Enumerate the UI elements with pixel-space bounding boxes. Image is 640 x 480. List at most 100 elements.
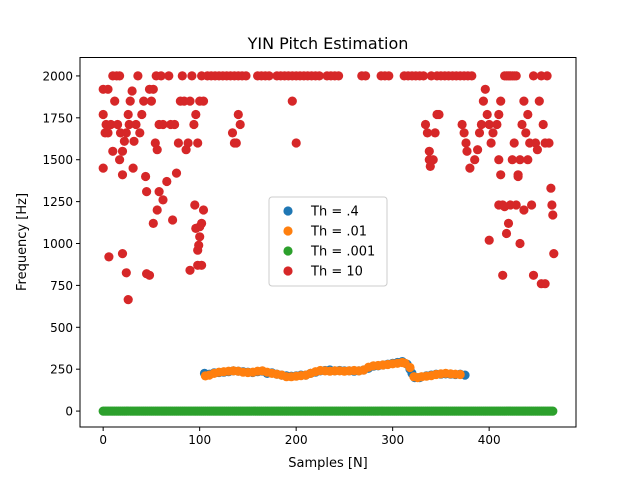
data-point: [361, 71, 371, 81]
chart-title: YIN Pitch Estimation: [247, 34, 409, 53]
data-point: [434, 109, 444, 120]
data-point: [124, 119, 134, 130]
data-point: [154, 187, 164, 197]
data-point: [511, 71, 521, 81]
data-point: [548, 406, 558, 416]
data-point: [123, 109, 133, 120]
data-point: [428, 155, 438, 165]
y-tick-label: 0: [65, 405, 73, 419]
data-point: [540, 279, 550, 289]
data-point: [542, 71, 552, 81]
legend-label: Th = .4: [310, 205, 359, 220]
y-tick-label: 250: [50, 363, 73, 377]
data-point: [430, 128, 440, 138]
data-point: [498, 270, 508, 280]
legend-marker: [283, 226, 293, 236]
data-point: [334, 71, 344, 81]
data-point: [117, 249, 128, 259]
y-tick-label: 750: [50, 279, 73, 293]
data-point: [227, 128, 238, 138]
legend-marker: [283, 206, 293, 216]
data-point: [135, 128, 145, 138]
data-point: [482, 109, 492, 120]
data-point: [494, 155, 504, 165]
data-point: [115, 155, 125, 165]
data-point: [547, 200, 557, 210]
data-point: [528, 270, 539, 280]
data-point: [467, 71, 477, 81]
data-point: [162, 176, 172, 187]
y-tick-label: 1000: [42, 237, 73, 251]
data-point: [241, 71, 251, 81]
data-point: [420, 119, 431, 130]
data-point: [146, 96, 156, 106]
data-point: [198, 96, 209, 106]
data-point: [110, 96, 120, 106]
data-point: [156, 71, 166, 81]
data-points: [98, 71, 559, 416]
data-point: [546, 183, 556, 193]
data-point: [515, 238, 525, 249]
data-point: [494, 109, 504, 120]
data-point: [193, 245, 203, 255]
data-point: [519, 205, 529, 215]
y-tick-label: 2000: [42, 69, 73, 83]
data-point: [125, 96, 135, 106]
y-tick-label: 1750: [42, 111, 73, 125]
data-point: [503, 218, 514, 228]
data-point: [133, 71, 143, 81]
data-point: [98, 109, 108, 120]
data-point: [465, 163, 475, 173]
data-point: [197, 260, 207, 270]
data-point: [117, 146, 128, 156]
x-tick-label: 200: [285, 433, 308, 447]
series-2: [200, 357, 465, 383]
axes-frame: [79, 57, 577, 428]
data-point: [484, 119, 494, 130]
data-point: [144, 270, 155, 280]
data-point: [191, 223, 201, 233]
y-axis-ticks: 0 250 500 750 1000 1250 1500 1750 2000: [42, 69, 80, 419]
data-point: [459, 128, 469, 138]
data-point: [127, 86, 137, 96]
data-point: [108, 146, 118, 156]
data-point: [158, 195, 168, 205]
data-point: [170, 119, 180, 130]
data-point: [548, 210, 558, 220]
x-axis-label: Samples [N]: [288, 456, 368, 471]
legend-label: Th = 10: [310, 265, 363, 280]
data-point: [538, 119, 548, 130]
data-point: [187, 71, 197, 81]
data-point: [168, 215, 178, 225]
plot-area: 0 100 200 300 400 0 250 500 750 1000 1250 1500 1750…: [42, 57, 577, 447]
data-point: [152, 145, 162, 155]
legend: Th = .4 Th = .01 Th = .001 Th = 10: [268, 196, 388, 287]
data-point: [148, 84, 158, 94]
data-point: [121, 128, 131, 138]
data-point: [173, 138, 183, 148]
data-point: [461, 138, 471, 148]
x-axis-ticks: 0 100 200 300 400: [99, 427, 501, 447]
data-point: [190, 200, 200, 210]
data-point: [189, 119, 199, 130]
data-point: [193, 138, 203, 148]
data-point: [139, 96, 149, 106]
data-point: [532, 145, 543, 155]
data-point: [513, 171, 523, 182]
y-tick-label: 500: [50, 321, 73, 335]
data-point: [488, 128, 498, 138]
data-point: [484, 235, 494, 245]
y-tick-label: 1250: [42, 195, 73, 209]
data-point: [418, 71, 429, 81]
data-point: [523, 155, 533, 165]
data-point: [185, 265, 195, 275]
data-point: [121, 268, 131, 278]
data-point: [519, 96, 529, 106]
data-point: [478, 96, 488, 106]
data-point: [486, 138, 496, 148]
data-point: [457, 119, 467, 130]
data-point: [158, 119, 168, 130]
data-point: [198, 205, 209, 215]
data-point: [137, 109, 147, 120]
